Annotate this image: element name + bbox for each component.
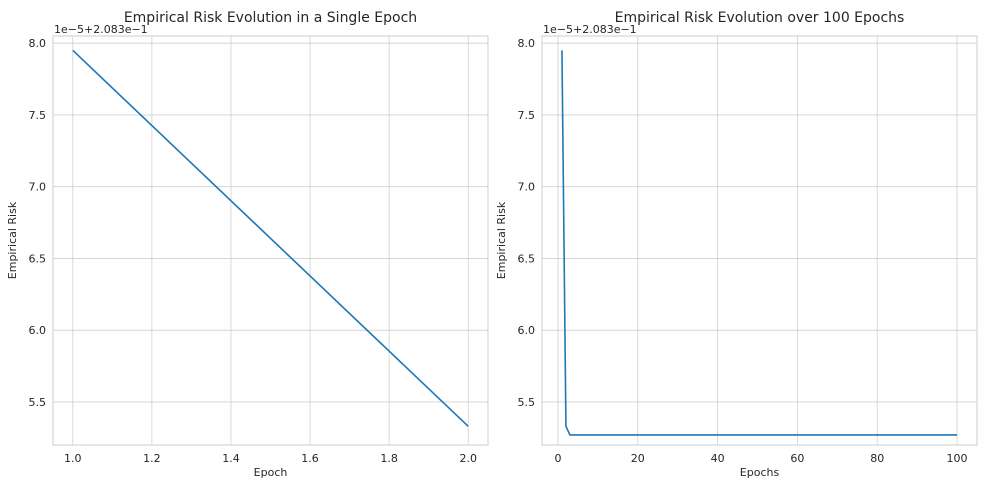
x-tick-label: 1.4 [222, 452, 240, 465]
x-tick-label: 1.2 [143, 452, 161, 465]
y-tick-label: 7.0 [29, 181, 47, 194]
y-tick-label: 6.0 [29, 324, 47, 337]
x-tick-label: 80 [870, 452, 884, 465]
y-tick-label: 5.5 [29, 396, 47, 409]
y-axis-label: Empirical Risk [6, 201, 19, 279]
y-tick-label: 6.0 [518, 324, 536, 337]
x-tick-label: 40 [711, 452, 725, 465]
plot-frame [52, 35, 489, 446]
axis-offset-text: 1e−5+2.083e−1 [543, 23, 637, 36]
y-tick-label: 6.5 [518, 252, 536, 265]
y-tick-label: 7.5 [518, 109, 536, 122]
y-tick-label: 7.5 [29, 109, 47, 122]
series-line [561, 50, 958, 436]
x-tick-label: 1.6 [301, 452, 319, 465]
x-tick-label: 1.0 [64, 452, 82, 465]
x-tick-label: 1.8 [380, 452, 398, 465]
x-tick-label: 2.0 [459, 452, 477, 465]
x-axis-label: Epochs [740, 466, 780, 479]
x-axis-label: Epoch [254, 466, 288, 479]
series-line [72, 49, 469, 427]
plot-frame [541, 35, 978, 446]
x-tick-label: 20 [631, 452, 645, 465]
y-tick-label: 8.0 [518, 37, 536, 50]
x-tick-label: 60 [790, 452, 804, 465]
y-tick-label: 5.5 [518, 396, 536, 409]
chart-title: Empirical Risk Evolution in a Single Epo… [124, 10, 417, 26]
gridlines [53, 36, 488, 445]
x-tick-label: 0 [554, 452, 561, 465]
y-axis-label: Empirical Risk [495, 201, 508, 279]
chart-title: Empirical Risk Evolution over 100 Epochs [615, 10, 905, 26]
gridlines [542, 36, 977, 445]
y-tick-label: 6.5 [29, 252, 47, 265]
axis-offset-text: 1e−5+2.083e−1 [54, 23, 148, 36]
chart-100-epochs: Empirical Risk Evolution over 100 Epochs… [495, 10, 978, 479]
y-tick-label: 7.0 [518, 181, 536, 194]
x-tick-label: 100 [947, 452, 968, 465]
y-tick-label: 8.0 [29, 37, 47, 50]
chart-single-epoch: Empirical Risk Evolution in a Single Epo… [6, 10, 489, 479]
